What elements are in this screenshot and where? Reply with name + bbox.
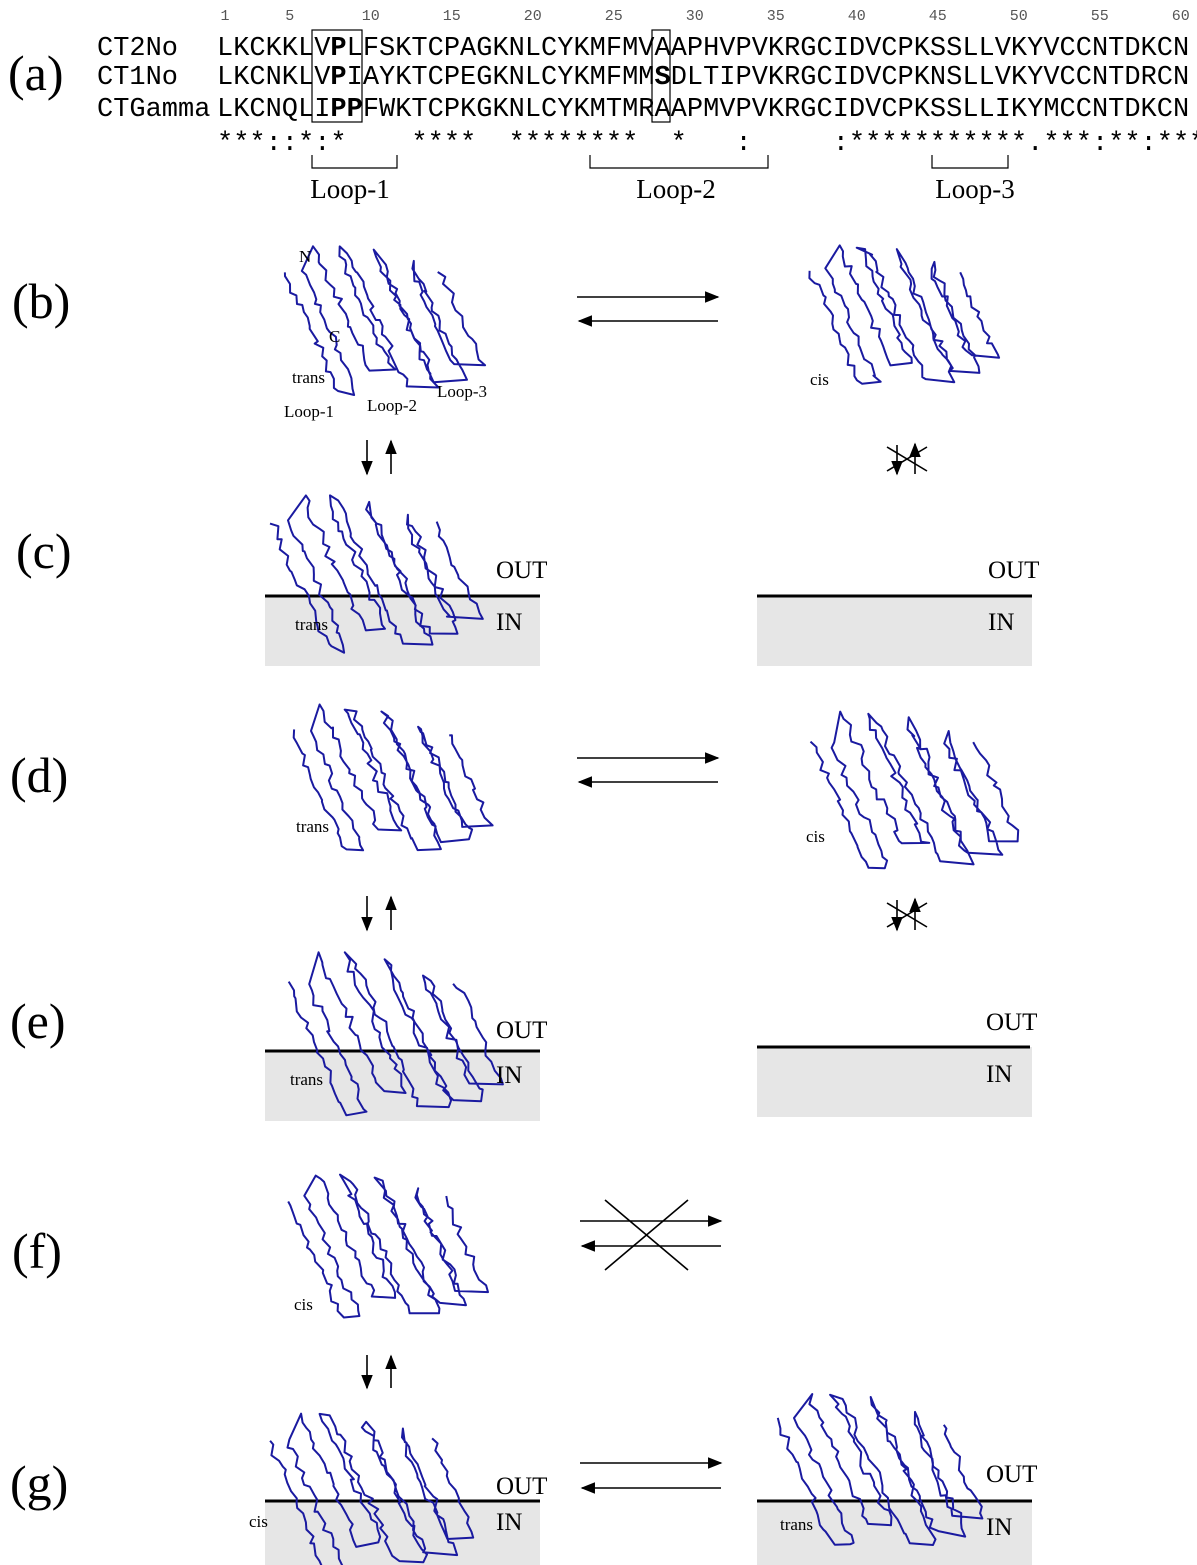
blocked-mark: [887, 447, 927, 471]
sequence: LKCNQLIPPFWKTCPKGKNLCYKMTMRAAPMVPVKRGCID…: [217, 95, 1189, 125]
state-label: trans: [295, 615, 328, 634]
loop-label: Loop-2: [367, 396, 417, 415]
side-label: IN: [986, 1061, 1012, 1088]
side-label: OUT: [986, 1009, 1037, 1036]
loop-label: Loop-1: [284, 402, 334, 421]
position-number: 20: [524, 8, 542, 25]
highlighted-residue: S: [654, 63, 670, 93]
state-label: trans: [292, 368, 325, 387]
loop-label: Loop-1: [310, 174, 389, 204]
arrows: [367, 297, 927, 1488]
position-number: 45: [929, 8, 947, 25]
panel-label: (e): [10, 993, 66, 1049]
state-label: cis: [249, 1512, 268, 1531]
position-number: 5: [285, 8, 294, 25]
sequence-name: CT2No: [97, 34, 178, 64]
residues: LKCNKLV: [217, 63, 331, 93]
panel-label: (d): [10, 747, 68, 803]
loop-label: Loop-2: [636, 174, 715, 204]
sequence-name: CT1No: [97, 63, 178, 93]
state-label: cis: [806, 827, 825, 846]
position-number: 1: [220, 8, 229, 25]
position-number: 50: [1010, 8, 1028, 25]
residues: IAYKTCPEGKNLCYKMFMM: [347, 63, 655, 93]
blocked-mark: [605, 1200, 688, 1270]
terminus-label: C: [329, 327, 340, 346]
side-label: IN: [496, 1509, 522, 1536]
state-label: trans: [780, 1515, 813, 1534]
protein-structure: [809, 245, 999, 383]
position-number: 35: [767, 8, 785, 25]
position-number: 55: [1091, 8, 1109, 25]
structures: [270, 245, 1018, 1565]
residues: FWKTCPKGKNLCYKMTMRAAPMVPVKRGCIDVCPKSSLLI…: [363, 95, 1189, 125]
blocked-mark: [887, 903, 927, 927]
position-number: 25: [605, 8, 623, 25]
residues: LKCNQLI: [217, 95, 330, 125]
figure: (a) (b) (c) (d) (e) (f) (g) 151015202530…: [0, 0, 1197, 1565]
side-label: IN: [988, 609, 1014, 636]
residues: LKCKKLV: [217, 34, 331, 64]
highlighted-residue: PP: [330, 95, 362, 125]
loop-label: Loop-3: [935, 174, 1014, 204]
position-number: 30: [686, 8, 704, 25]
sequence: LKCNKLVPIAYKTCPEGKNLCYKMFMMSDLTIPVKRGCID…: [217, 63, 1189, 93]
panel-label: (c): [16, 523, 72, 579]
conservation-line: ***::*:* **** ******** * : :***********.…: [217, 129, 1197, 159]
side-label: OUT: [496, 557, 547, 584]
side-label: IN: [496, 1062, 522, 1089]
position-number: 10: [362, 8, 380, 25]
state-label: trans: [296, 817, 329, 836]
state-label: cis: [810, 370, 829, 389]
state-label: cis: [294, 1295, 313, 1314]
panel-label: (f): [12, 1223, 62, 1279]
loop-label: Loop-3: [437, 382, 487, 401]
residues: LFSKTCPAGKNLCYKMFMVAAPHVPVKRGCIDVCPKSSLL…: [347, 34, 1190, 64]
side-label: OUT: [986, 1461, 1037, 1488]
terminus-label: N: [299, 247, 311, 266]
residues: DLTIPVKRGCIDVCPKNSLLVKYVCCNTDRCN: [671, 63, 1189, 93]
highlighted-residue: P: [330, 34, 346, 64]
side-label: OUT: [496, 1473, 547, 1500]
sequence: LKCKKLVPLFSKTCPAGKNLCYKMFMVAAPHVPVKRGCID…: [217, 34, 1189, 64]
panel-label: (g): [10, 1455, 68, 1511]
side-label: OUT: [988, 557, 1039, 584]
position-number: 40: [848, 8, 866, 25]
position-number: 15: [443, 8, 461, 25]
position-number: 60: [1172, 8, 1190, 25]
side-label: IN: [496, 609, 522, 636]
panel-label: (b): [12, 273, 70, 329]
protein-structure: [811, 712, 1019, 869]
highlighted-residue: P: [330, 63, 346, 93]
protein-structure: [288, 1175, 488, 1318]
panel-label: (a): [8, 45, 64, 101]
side-label: OUT: [496, 1017, 547, 1044]
sequence-name: CTGamma: [97, 95, 210, 125]
side-label: IN: [986, 1514, 1012, 1541]
state-label: trans: [290, 1070, 323, 1089]
